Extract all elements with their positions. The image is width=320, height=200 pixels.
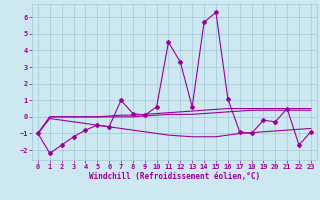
X-axis label: Windchill (Refroidissement éolien,°C): Windchill (Refroidissement éolien,°C) [89, 172, 260, 181]
